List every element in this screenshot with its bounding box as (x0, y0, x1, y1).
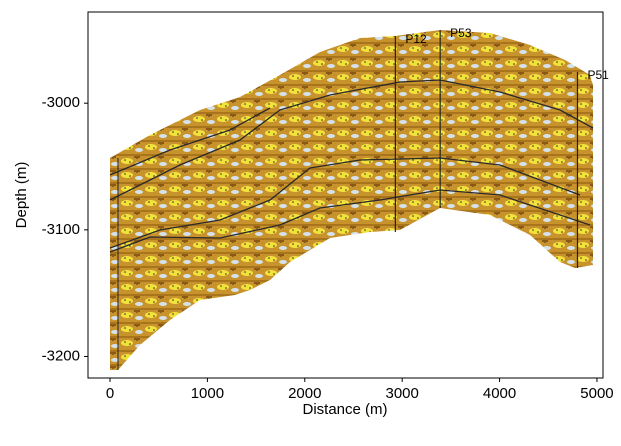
x-tick-label: 4000 (483, 385, 516, 402)
well-label: P12 (405, 32, 427, 46)
x-tick-label: 2000 (288, 385, 321, 402)
horizon (109, 79, 594, 201)
x-tick-label: 5000 (580, 385, 613, 402)
horizons (109, 79, 594, 253)
well-label: P51 (587, 68, 609, 82)
horizon (109, 157, 581, 249)
horizon (109, 189, 591, 253)
horizon (109, 107, 271, 176)
y-tick-label: -3200 (42, 347, 80, 364)
well-label: P53 (450, 26, 472, 40)
y-tick-label: -3100 (42, 221, 80, 238)
section-body (110, 30, 593, 370)
plot-frame (87, 11, 604, 379)
x-tick-label: 0 (106, 385, 114, 402)
x-tick-label: 1000 (191, 385, 224, 402)
y-tick-label: -3000 (42, 94, 80, 111)
y-axis-label: Depth (m) (13, 162, 30, 229)
x-axis-label: Distance (m) (302, 401, 387, 418)
x-tick-label: 3000 (385, 385, 418, 402)
